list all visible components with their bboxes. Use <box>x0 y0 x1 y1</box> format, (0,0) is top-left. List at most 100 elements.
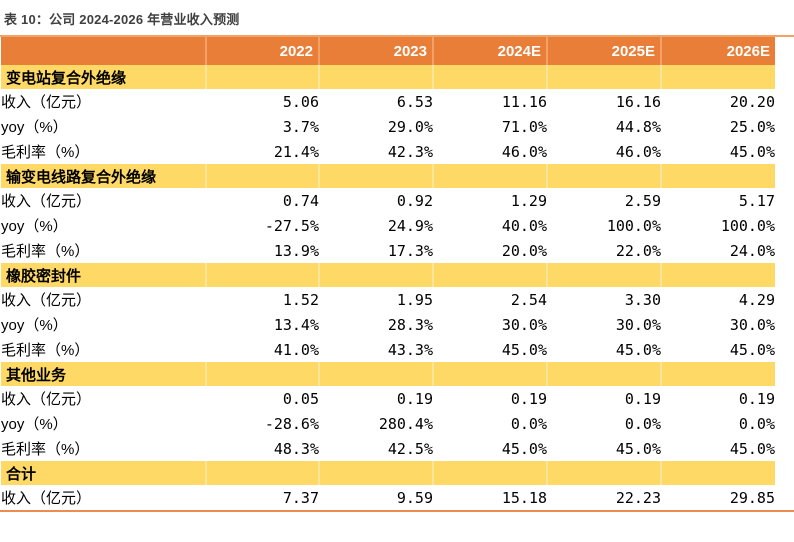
section-cell-empty <box>206 461 320 485</box>
table-top-rule <box>0 35 794 37</box>
section-cell-empty <box>206 164 320 188</box>
value-cell: 16.16 <box>615 92 661 111</box>
value-cell: 30.0% <box>501 315 547 334</box>
value-cell: 0.74 <box>282 191 319 210</box>
section-cell-empty <box>206 65 320 89</box>
section-cell-empty <box>547 65 662 89</box>
section-cell-empty <box>319 461 434 485</box>
value-cell: 42.5% <box>387 439 433 458</box>
section-cell-empty <box>547 263 662 287</box>
value-cell: 7.37 <box>282 488 319 507</box>
value-cell: 5.17 <box>738 191 775 210</box>
section-cell-empty <box>661 461 775 485</box>
section-header-row: 其他业务 <box>1 362 775 386</box>
value-cell: 43.3% <box>387 340 433 359</box>
section-cell-empty <box>433 263 548 287</box>
row-label: 收入（亿元） <box>1 94 92 111</box>
table-row: 毛利率（%） 48.3% 42.5% 45.0% 45.0% 45.0% <box>1 436 775 461</box>
value-cell: 48.3% <box>273 439 319 458</box>
section-name: 合计 <box>1 461 207 485</box>
value-cell: 30.0% <box>729 315 775 334</box>
value-cell: 0.0% <box>510 414 547 433</box>
table-row: 收入（亿元） 1.52 1.95 2.54 3.30 4.29 <box>1 287 775 312</box>
value-cell: 0.0% <box>624 414 661 433</box>
value-cell: 13.4% <box>273 315 319 334</box>
value-cell: 42.3% <box>387 142 433 161</box>
value-cell: 100.0% <box>720 216 775 235</box>
header-cell-year: 2023 <box>319 37 434 65</box>
value-cell: 9.59 <box>396 488 433 507</box>
row-label: yoy（%） <box>1 119 68 136</box>
value-cell: 100.0% <box>606 216 661 235</box>
value-cell: 0.19 <box>624 389 661 408</box>
section-cell-empty <box>319 263 434 287</box>
value-cell: 28.3% <box>387 315 433 334</box>
value-cell: 45.0% <box>501 340 547 359</box>
value-cell: 3.7% <box>282 117 319 136</box>
table-row: 收入（亿元） 7.37 9.59 15.18 22.23 29.85 <box>1 485 775 510</box>
section-cell-empty <box>319 65 434 89</box>
value-cell: 0.19 <box>396 389 433 408</box>
row-label: yoy（%） <box>1 416 68 433</box>
section-header-row: 合计 <box>1 461 775 485</box>
section-cell-empty <box>547 362 662 386</box>
value-cell: 13.9% <box>273 241 319 260</box>
section-cell-empty <box>547 461 662 485</box>
section-cell-empty <box>206 263 320 287</box>
header-cell-corner <box>1 37 207 65</box>
value-cell: 29.85 <box>729 488 775 507</box>
value-cell: 280.4% <box>378 414 433 433</box>
value-cell: 0.19 <box>510 389 547 408</box>
table-row: yoy（%） -27.5% 24.9% 40.0% 100.0% 100.0% <box>1 213 775 238</box>
value-cell: 4.29 <box>738 290 775 309</box>
row-label: yoy（%） <box>1 317 68 334</box>
row-label: 毛利率（%） <box>1 243 90 260</box>
section-cell-empty <box>433 164 548 188</box>
value-cell: 29.0% <box>387 117 433 136</box>
row-label: 毛利率（%） <box>1 342 90 359</box>
value-cell: 45.0% <box>729 142 775 161</box>
value-cell: 1.52 <box>282 290 319 309</box>
table-row: 收入（亿元） 5.06 6.53 11.16 16.16 20.20 <box>1 89 775 114</box>
section-cell-empty <box>433 65 548 89</box>
value-cell: 30.0% <box>615 315 661 334</box>
header-cell-year: 2026E <box>661 37 775 65</box>
value-cell: 0.0% <box>738 414 775 433</box>
value-cell: 45.0% <box>501 439 547 458</box>
value-cell: 41.0% <box>273 340 319 359</box>
value-cell: 46.0% <box>501 142 547 161</box>
section-cell-empty <box>319 362 434 386</box>
row-label: 收入（亿元） <box>1 193 92 210</box>
row-label: 毛利率（%） <box>1 144 90 161</box>
value-cell: 20.0% <box>501 241 547 260</box>
value-cell: 11.16 <box>501 92 547 111</box>
section-header-row: 输变电线路复合外绝缘 <box>1 164 775 188</box>
value-cell: 20.20 <box>729 92 775 111</box>
value-cell: 22.23 <box>615 488 661 507</box>
section-cell-empty <box>433 461 548 485</box>
value-cell: 45.0% <box>615 340 661 359</box>
row-label: 收入（亿元） <box>1 490 92 507</box>
value-cell: 0.19 <box>738 389 775 408</box>
value-cell: 46.0% <box>615 142 661 161</box>
table-row: 毛利率（%） 21.4% 42.3% 46.0% 46.0% 45.0% <box>1 139 775 164</box>
value-cell: 45.0% <box>615 439 661 458</box>
value-cell: 15.18 <box>501 488 547 507</box>
header-cell-year: 2024E <box>433 37 548 65</box>
value-cell: 3.30 <box>624 290 661 309</box>
value-cell: 44.8% <box>615 117 661 136</box>
row-label: 收入（亿元） <box>1 292 92 309</box>
value-cell: 24.0% <box>729 241 775 260</box>
table-row: 收入（亿元） 0.74 0.92 1.29 2.59 5.17 <box>1 188 775 213</box>
value-cell: 1.29 <box>510 191 547 210</box>
section-cell-empty <box>661 164 775 188</box>
section-cell-empty <box>433 362 548 386</box>
value-cell: 1.95 <box>396 290 433 309</box>
value-cell: 24.9% <box>387 216 433 235</box>
row-label: yoy（%） <box>1 218 68 235</box>
section-name: 变电站复合外绝缘 <box>1 65 207 89</box>
value-cell: -27.5% <box>264 216 319 235</box>
section-cell-empty <box>319 164 434 188</box>
section-cell-empty <box>661 65 775 89</box>
section-cell-empty <box>206 362 320 386</box>
